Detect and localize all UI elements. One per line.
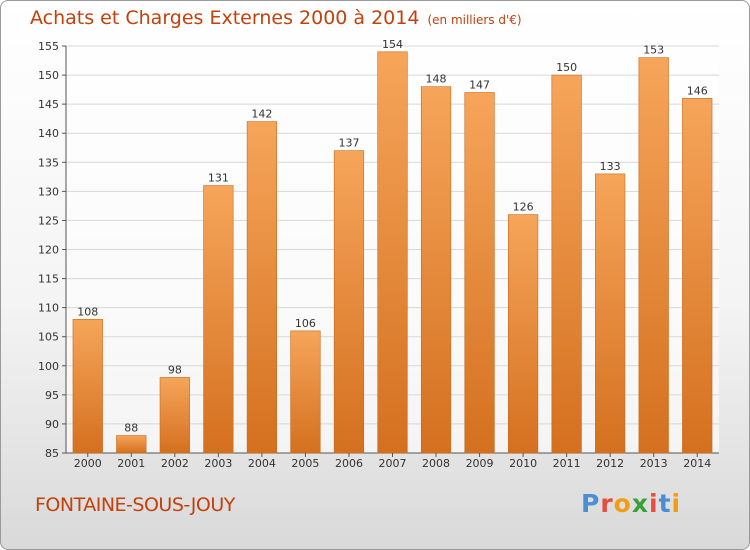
x-tick-label-2013: 2013 [640, 457, 668, 470]
x-tick-label-2006: 2006 [335, 457, 363, 470]
y-tick-label: 95 [45, 389, 59, 402]
x-tick-label-2014: 2014 [683, 457, 711, 470]
proxiti-logo[interactable]: Proxiti [581, 489, 681, 518]
bar-2013 [638, 57, 669, 454]
bar-2003 [203, 185, 234, 454]
data-label-2002: 98 [168, 363, 182, 376]
logo-letter: i [671, 489, 682, 518]
x-tick-label-2011: 2011 [553, 457, 581, 470]
data-label-2014: 146 [687, 84, 708, 97]
bar-2014 [682, 98, 713, 454]
x-tick-label-2004: 2004 [248, 457, 276, 470]
logo-letter: t [658, 489, 672, 518]
x-tick-label-2008: 2008 [422, 457, 450, 470]
x-tick-label-2010: 2010 [509, 457, 537, 470]
y-tick-label: 145 [38, 98, 59, 111]
logo-letter: i [649, 489, 659, 518]
chart-title: Achats et Charges Externes 2000 à 2014 (e… [30, 7, 522, 29]
y-tick-label: 110 [38, 302, 59, 315]
chart-unit: (en milliers d'€) [427, 13, 522, 27]
data-label-2001: 88 [124, 422, 138, 435]
data-label-2009: 147 [469, 79, 490, 92]
x-tick-label-2012: 2012 [596, 457, 624, 470]
data-label-2008: 148 [426, 73, 447, 86]
x-tick-label-2003: 2003 [204, 457, 232, 470]
bar-2007 [377, 51, 408, 454]
y-tick-label: 120 [38, 244, 59, 257]
bar-2009 [464, 92, 495, 454]
y-tick-label: 85 [45, 447, 59, 460]
y-tick-label: 125 [38, 214, 59, 227]
x-tick-label-2001: 2001 [117, 457, 145, 470]
x-tick-label-2005: 2005 [291, 457, 319, 470]
chart-title-text: Achats et Charges Externes 2000 à 2014 [30, 7, 420, 29]
bar-2010 [507, 214, 539, 454]
data-label-2012: 133 [600, 160, 621, 173]
data-label-2011: 150 [556, 61, 577, 74]
data-label-2006: 137 [338, 137, 359, 150]
data-label-2000: 108 [77, 305, 98, 318]
place-name: FONTAINE-SOUS-JOUY [35, 494, 235, 516]
bar-2012 [595, 173, 626, 454]
y-tick-label: 100 [38, 360, 59, 373]
x-tick-label-2009: 2009 [466, 457, 494, 470]
bar-2002 [159, 377, 190, 454]
data-label-2003: 131 [208, 172, 229, 185]
logo-letter: r [600, 489, 614, 518]
x-tick-label-2007: 2007 [379, 457, 407, 470]
data-label-2005: 106 [295, 317, 316, 330]
bar-2000 [72, 318, 103, 454]
y-tick-label: 115 [38, 273, 59, 286]
logo-letter: P [581, 489, 601, 518]
x-tick-label-2002: 2002 [161, 457, 189, 470]
y-tick-label: 140 [38, 127, 59, 140]
y-tick-label: 105 [38, 331, 59, 344]
y-tick-label: 130 [38, 185, 59, 198]
y-tick-label: 135 [38, 156, 59, 169]
bar-2005 [290, 330, 321, 454]
y-tick-label: 155 [38, 40, 59, 53]
logo-letter: o [613, 489, 632, 518]
bar-2001 [116, 435, 147, 454]
x-tick-label-2000: 2000 [74, 457, 102, 470]
bar-2008 [420, 86, 452, 454]
y-tick-label: 150 [38, 69, 59, 82]
bar-2006 [333, 150, 365, 454]
data-label-2004: 142 [251, 108, 272, 121]
bar-2011 [551, 74, 582, 454]
bar-2004 [246, 121, 278, 454]
data-label-2013: 153 [643, 44, 664, 57]
logo-letter: x [631, 489, 649, 518]
y-tick-label: 90 [45, 418, 59, 431]
data-label-2007: 154 [382, 38, 403, 51]
data-label-2010: 126 [513, 201, 534, 214]
